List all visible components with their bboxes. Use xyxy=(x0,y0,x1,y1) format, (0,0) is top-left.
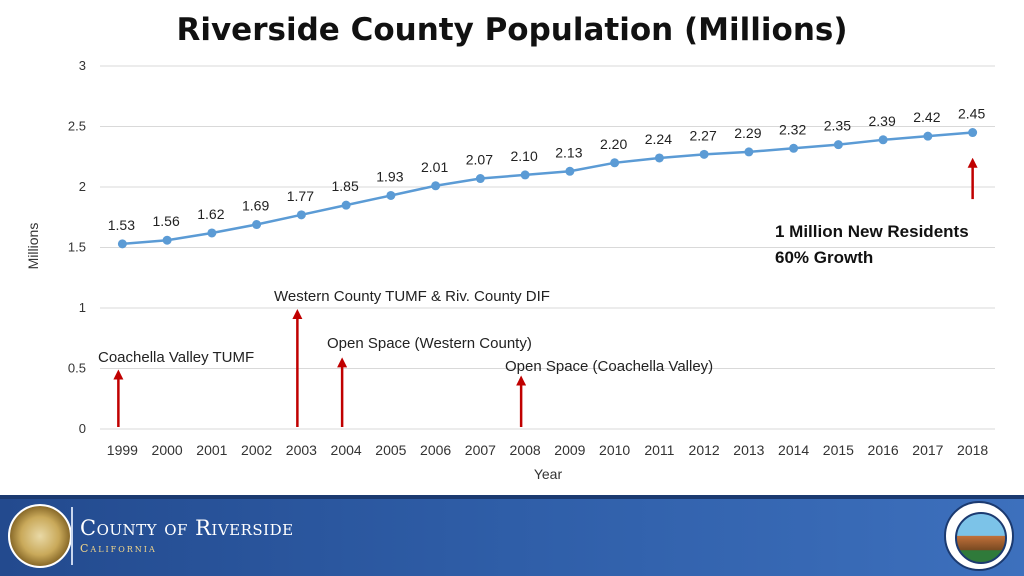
data-point xyxy=(386,190,396,200)
data-label: 1.77 xyxy=(287,188,314,204)
county-name: County of Riverside xyxy=(80,516,294,540)
data-point xyxy=(117,239,127,249)
county-subtitle: California xyxy=(80,542,157,555)
population-line-chart: 0 0.5 1 1.5 2 2.5 3 1999 2000 2001 2002 2003 2004 20… xyxy=(25,58,995,482)
data-label: 1.69 xyxy=(242,198,269,214)
data-label: 2.42 xyxy=(913,109,940,125)
data-label: 1.85 xyxy=(332,178,359,194)
callout-text: 1 Million New Residents xyxy=(775,222,969,241)
data-label: 2.45 xyxy=(958,106,985,122)
data-point xyxy=(341,200,351,210)
data-point xyxy=(789,143,799,153)
y-tick-label: 1 xyxy=(79,300,86,315)
footer-banner: County of Riverside California xyxy=(0,495,1024,576)
data-point xyxy=(610,158,620,168)
x-tick-label: 2008 xyxy=(510,442,541,458)
data-label: 2.27 xyxy=(690,127,717,143)
data-point xyxy=(968,128,978,138)
annotation-label: Open Space (Western County) xyxy=(327,335,532,352)
y-tick-label: 2 xyxy=(79,179,86,194)
x-tick-label: 2017 xyxy=(912,442,943,458)
data-point xyxy=(699,149,709,159)
x-tick-label: 2001 xyxy=(196,442,227,458)
x-tick-label: 2011 xyxy=(644,442,674,458)
data-point xyxy=(878,135,888,145)
footer-divider xyxy=(71,507,73,565)
data-point xyxy=(162,235,172,245)
growth-callout: 1 Million New Residents 60% Growth xyxy=(775,157,978,267)
data-point xyxy=(252,220,262,230)
x-tick-label: 2016 xyxy=(868,442,899,458)
annotation-label: Coachella Valley TUMF xyxy=(98,349,254,366)
x-tick-label: 2005 xyxy=(375,442,406,458)
chart-title: Riverside County Population (Millions) xyxy=(176,12,848,48)
x-tick-label: 2015 xyxy=(823,442,854,458)
x-axis-title: Year xyxy=(534,466,563,482)
y-tick-label: 0 xyxy=(79,421,86,436)
county-seal-icon xyxy=(8,504,72,568)
data-label: 2.32 xyxy=(779,121,806,137)
data-point xyxy=(475,174,485,184)
y-axis-title: Millions xyxy=(25,223,41,270)
data-label: 1.93 xyxy=(376,168,403,184)
x-tick-label: 2000 xyxy=(152,442,183,458)
x-tick-label: 2010 xyxy=(599,442,630,458)
wrcog-seal-icon xyxy=(944,501,1014,571)
data-label: 2.24 xyxy=(645,131,672,147)
x-tick-label: 2018 xyxy=(957,442,988,458)
annotation-label: Open Space (Coachella Valley) xyxy=(505,358,713,375)
y-axis-ticks: 0 0.5 1 1.5 2 2.5 3 xyxy=(68,58,86,436)
policy-annotations: Coachella Valley TUMF Western County TUMF… xyxy=(98,288,713,427)
data-label: 2.10 xyxy=(511,148,538,164)
x-tick-label: 2002 xyxy=(241,442,272,458)
data-point xyxy=(207,228,217,238)
x-tick-label: 2006 xyxy=(420,442,451,458)
data-point xyxy=(296,210,306,220)
y-tick-label: 3 xyxy=(79,58,86,73)
data-point xyxy=(744,147,754,157)
series-line xyxy=(122,131,973,246)
data-point xyxy=(654,153,664,163)
footer-top-rule xyxy=(0,495,1024,499)
x-axis-ticks: 1999 2000 2001 2002 2003 2004 2005 2006 2007 2008… xyxy=(107,442,989,458)
data-point xyxy=(565,166,575,176)
y-tick-label: 0.5 xyxy=(68,361,86,376)
x-tick-label: 2014 xyxy=(778,442,809,458)
data-point xyxy=(923,131,933,141)
x-tick-label: 1999 xyxy=(107,442,138,458)
annotation-label: Western County TUMF & Riv. County DIF xyxy=(274,288,550,305)
data-point xyxy=(520,170,530,180)
data-label: 2.01 xyxy=(421,159,448,175)
x-tick-label: 2009 xyxy=(554,442,585,458)
y-tick-label: 2.5 xyxy=(68,119,86,134)
x-tick-label: 2012 xyxy=(689,442,720,458)
x-tick-label: 2007 xyxy=(465,442,496,458)
data-label: 2.13 xyxy=(555,144,582,160)
data-label: 2.07 xyxy=(466,152,493,168)
data-label: 2.39 xyxy=(869,113,896,129)
data-label: 1.62 xyxy=(197,206,224,222)
x-tick-label: 2003 xyxy=(286,442,317,458)
data-labels: 1.53 1.56 1.62 1.69 1.77 1.85 1.93 2.01 2.07 2.10… xyxy=(108,106,986,233)
x-tick-label: 2013 xyxy=(733,442,764,458)
data-label: 2.20 xyxy=(600,136,627,152)
gridlines xyxy=(100,65,995,430)
y-tick-label: 1.5 xyxy=(68,240,86,255)
data-label: 2.29 xyxy=(734,125,761,141)
data-point xyxy=(431,181,441,191)
data-label: 2.35 xyxy=(824,118,851,134)
data-point xyxy=(833,140,843,150)
data-label: 1.56 xyxy=(153,213,180,229)
x-tick-label: 2004 xyxy=(331,442,362,458)
callout-text: 60% Growth xyxy=(775,248,873,267)
population-series xyxy=(117,128,978,249)
data-label: 1.53 xyxy=(108,217,135,233)
